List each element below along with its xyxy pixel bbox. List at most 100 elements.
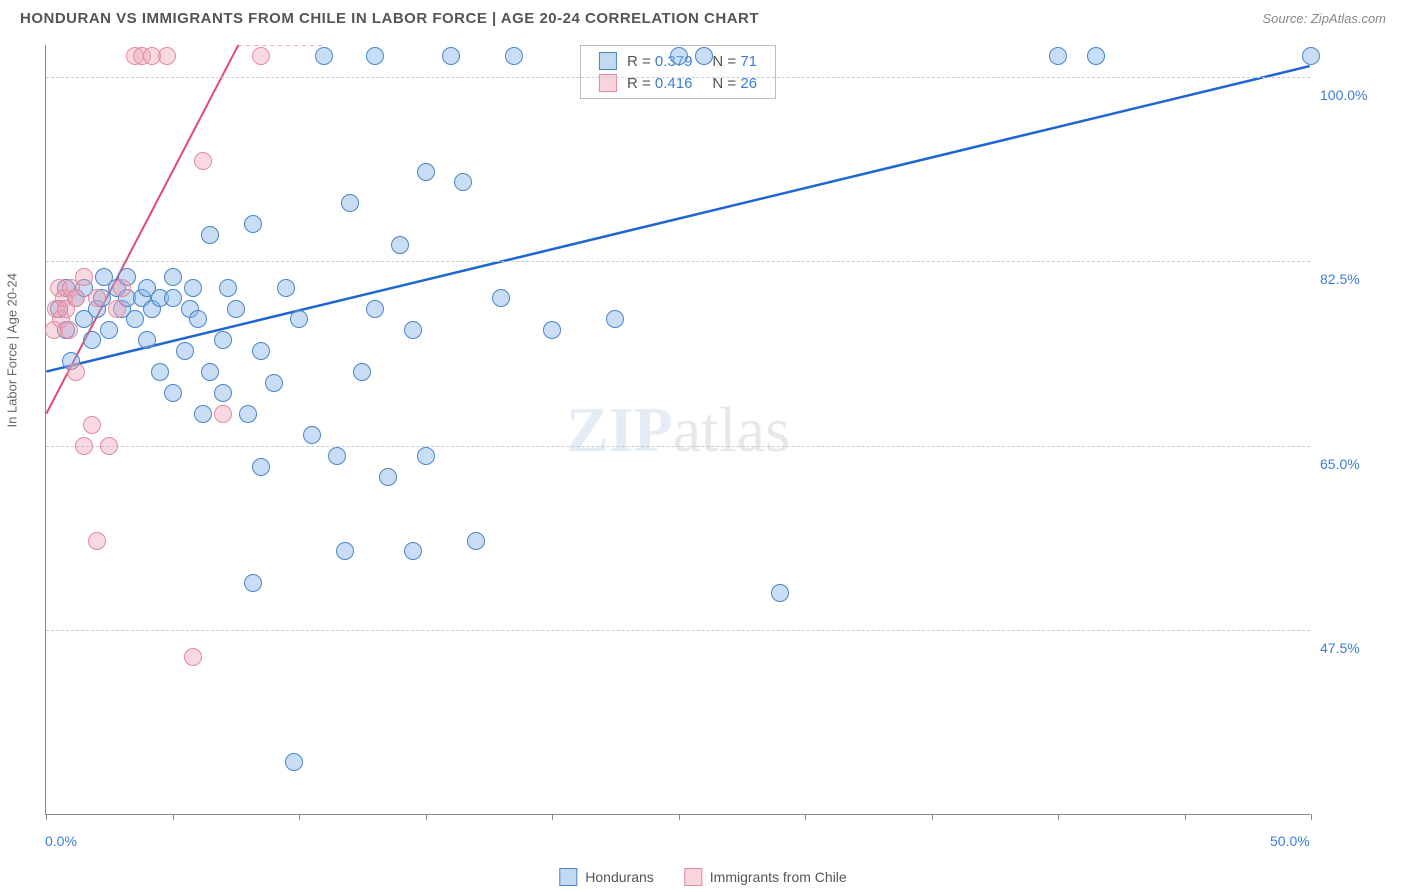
data-point bbox=[353, 363, 371, 381]
data-point bbox=[164, 268, 182, 286]
data-point bbox=[83, 331, 101, 349]
swatch-blue-icon bbox=[559, 868, 577, 886]
data-point bbox=[88, 289, 106, 307]
data-point bbox=[214, 331, 232, 349]
data-point bbox=[366, 47, 384, 65]
data-point bbox=[417, 447, 435, 465]
x-tick bbox=[299, 814, 300, 820]
data-point bbox=[108, 300, 126, 318]
x-tick bbox=[46, 814, 47, 820]
data-point bbox=[194, 152, 212, 170]
data-point bbox=[315, 47, 333, 65]
data-point bbox=[252, 47, 270, 65]
x-tick-label: 0.0% bbox=[45, 833, 77, 882]
data-point bbox=[189, 310, 207, 328]
data-point bbox=[1049, 47, 1067, 65]
n-label-1: N = 71 bbox=[712, 53, 757, 70]
data-point bbox=[336, 542, 354, 560]
data-point bbox=[214, 405, 232, 423]
data-point bbox=[328, 447, 346, 465]
data-point bbox=[492, 289, 510, 307]
data-point bbox=[695, 47, 713, 65]
data-point bbox=[201, 226, 219, 244]
data-point bbox=[606, 310, 624, 328]
y-tick-label: 47.5% bbox=[1320, 640, 1400, 656]
legend-item-hondurans: Hondurans bbox=[559, 868, 654, 886]
legend-label-chile: Immigrants from Chile bbox=[710, 869, 847, 885]
data-point bbox=[214, 384, 232, 402]
data-point bbox=[417, 163, 435, 181]
data-point bbox=[391, 236, 409, 254]
data-point bbox=[184, 279, 202, 297]
data-point bbox=[219, 279, 237, 297]
data-point bbox=[1302, 47, 1320, 65]
data-point bbox=[239, 405, 257, 423]
x-tick bbox=[679, 814, 680, 820]
swatch-blue bbox=[599, 52, 617, 70]
data-point bbox=[285, 753, 303, 771]
data-point bbox=[290, 310, 308, 328]
data-point bbox=[184, 648, 202, 666]
data-point bbox=[404, 542, 422, 560]
data-point bbox=[505, 47, 523, 65]
watermark-atlas: atlas bbox=[673, 394, 790, 465]
y-tick-label: 65.0% bbox=[1320, 456, 1400, 472]
data-point bbox=[164, 384, 182, 402]
data-point bbox=[467, 532, 485, 550]
data-point bbox=[158, 47, 176, 65]
x-tick bbox=[1311, 814, 1312, 820]
data-point bbox=[442, 47, 460, 65]
data-point bbox=[60, 321, 78, 339]
x-tick bbox=[552, 814, 553, 820]
data-point bbox=[75, 437, 93, 455]
data-point bbox=[67, 289, 85, 307]
data-point bbox=[244, 215, 262, 233]
y-axis-label: In Labor Force | Age 20-24 bbox=[5, 273, 20, 427]
data-point bbox=[543, 321, 561, 339]
data-point bbox=[67, 363, 85, 381]
data-point bbox=[126, 310, 144, 328]
data-point bbox=[404, 321, 422, 339]
data-point bbox=[138, 331, 156, 349]
series-legend: Hondurans Immigrants from Chile bbox=[559, 868, 846, 886]
x-tick-label: 50.0% bbox=[1270, 833, 1310, 882]
data-point bbox=[100, 321, 118, 339]
chart-header: HONDURAN VS IMMIGRANTS FROM CHILE IN LAB… bbox=[0, 0, 1406, 35]
legend-item-chile: Immigrants from Chile bbox=[684, 868, 847, 886]
y-tick-label: 100.0% bbox=[1320, 87, 1400, 103]
data-point bbox=[771, 584, 789, 602]
x-tick bbox=[805, 814, 806, 820]
data-point bbox=[194, 405, 212, 423]
x-tick bbox=[1058, 814, 1059, 820]
scatter-chart: ZIPatlas R = 0.379 N = 71 R = 0.416 N = … bbox=[45, 45, 1310, 815]
x-tick bbox=[932, 814, 933, 820]
data-point bbox=[670, 47, 688, 65]
data-point bbox=[265, 374, 283, 392]
data-point bbox=[176, 342, 194, 360]
chart-title: HONDURAN VS IMMIGRANTS FROM CHILE IN LAB… bbox=[20, 10, 759, 27]
data-point bbox=[303, 426, 321, 444]
data-point bbox=[341, 194, 359, 212]
source-label: Source: ZipAtlas.com bbox=[1262, 11, 1386, 26]
watermark-zip: ZIP bbox=[566, 394, 673, 465]
data-point bbox=[454, 173, 472, 191]
data-point bbox=[201, 363, 219, 381]
data-point bbox=[366, 300, 384, 318]
swatch-pink-icon bbox=[684, 868, 702, 886]
data-point bbox=[151, 363, 169, 381]
data-point bbox=[164, 289, 182, 307]
data-point bbox=[379, 468, 397, 486]
data-point bbox=[113, 279, 131, 297]
data-point bbox=[75, 268, 93, 286]
data-point bbox=[227, 300, 245, 318]
data-point bbox=[252, 342, 270, 360]
data-point bbox=[1087, 47, 1105, 65]
data-point bbox=[244, 574, 262, 592]
data-point bbox=[252, 458, 270, 476]
x-tick bbox=[173, 814, 174, 820]
data-point bbox=[88, 532, 106, 550]
data-point bbox=[277, 279, 295, 297]
x-tick bbox=[1185, 814, 1186, 820]
y-tick-label: 82.5% bbox=[1320, 271, 1400, 287]
data-point bbox=[100, 437, 118, 455]
